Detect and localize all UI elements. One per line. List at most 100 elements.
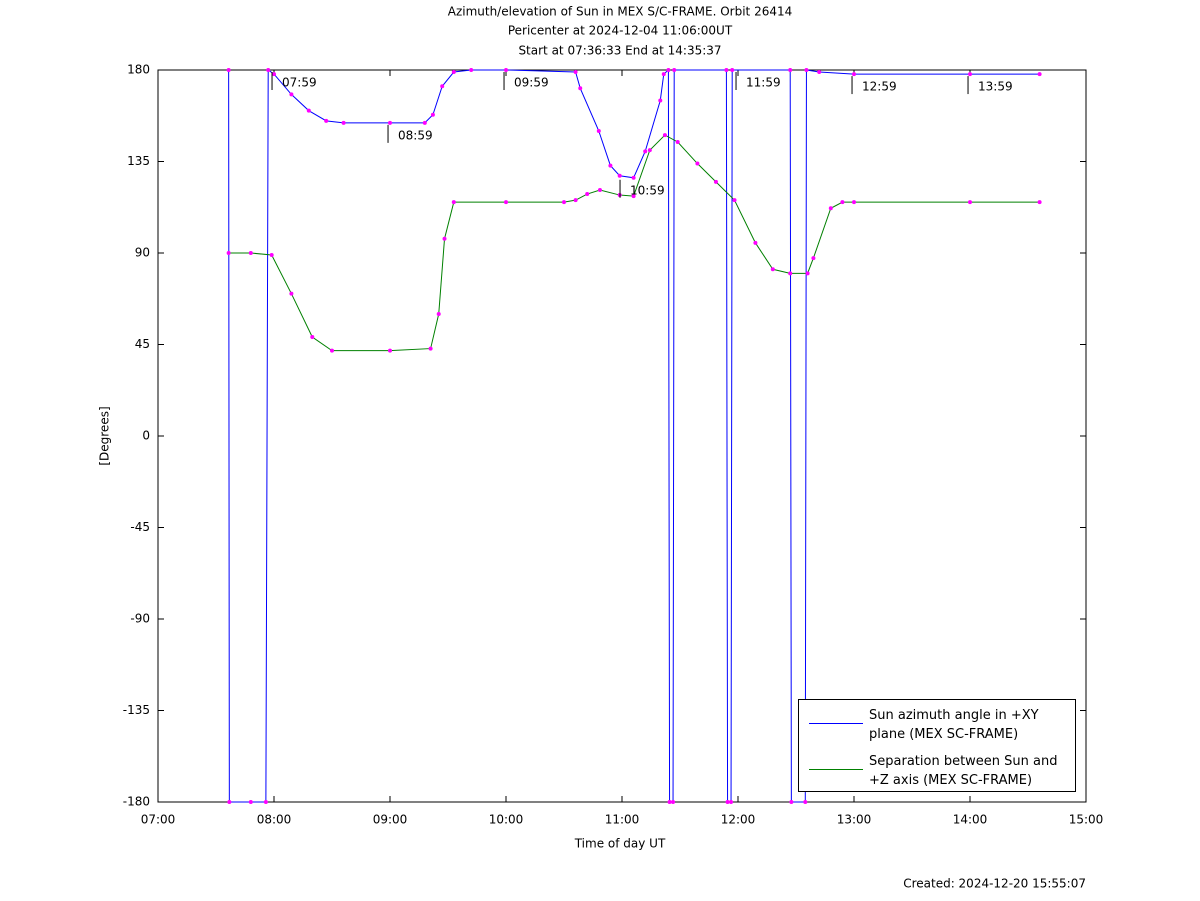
data-point (428, 346, 433, 351)
legend: Sun azimuth angle in +XY plane (MEX SC-F… (798, 699, 1076, 792)
x-tick-label: 13:00 (837, 813, 872, 827)
data-point (643, 149, 648, 154)
data-point (803, 800, 808, 804)
annotation-label: 07:59 (282, 76, 317, 90)
data-point (330, 348, 334, 353)
data-point (388, 348, 392, 353)
data-point (272, 72, 276, 77)
data-point (788, 68, 793, 72)
data-point (968, 200, 972, 205)
annotation-label: 09:59 (514, 76, 549, 90)
y-tick-label: 135 (127, 154, 150, 168)
y-tick-label: 0 (142, 429, 150, 443)
plot-frame (157, 69, 1087, 803)
series-line (228, 68, 1040, 803)
y-tick-label: 45 (135, 337, 150, 351)
y-tick-label: -90 (130, 612, 150, 626)
data-point (852, 200, 856, 205)
chart-subtitle: Pericenter at 2024-12-04 11:06:00UT (508, 24, 733, 38)
data-point (597, 187, 602, 192)
data-point (451, 200, 456, 205)
x-tick-label: 15:00 (1069, 813, 1104, 827)
data-point (789, 800, 794, 804)
annotation-label: 10:59 (630, 183, 665, 197)
data-point (442, 236, 447, 241)
data-point (422, 120, 427, 125)
data-point (968, 72, 972, 77)
data-point (1037, 72, 1042, 77)
data-point (266, 68, 271, 72)
annotation-label: 08:59 (398, 128, 433, 142)
footnote: Created: 2024-12-20 15:55:07 (903, 877, 1086, 891)
data-point (578, 86, 583, 91)
x-tick-label: 08:00 (257, 813, 292, 827)
data-point (504, 68, 508, 72)
data-point (248, 251, 253, 255)
data-point (840, 200, 845, 205)
data-point (617, 173, 622, 178)
legend-swatch (809, 769, 863, 770)
x-tick-label: 12:00 (721, 813, 756, 827)
data-point (730, 68, 735, 72)
data-point (666, 68, 671, 72)
data-point (269, 253, 274, 258)
y-tick-label: 180 (127, 63, 150, 77)
data-point (436, 312, 441, 316)
y-tick-label: 90 (135, 246, 150, 260)
data-point (227, 800, 232, 804)
x-axis-label: Time of day UT (574, 837, 666, 851)
data-point (805, 271, 810, 276)
data-point (596, 129, 601, 133)
data-point (631, 175, 636, 180)
data-point (263, 800, 268, 804)
data-point (658, 98, 663, 103)
chart-subtitle: Start at 07:36:33 End at 14:35:37 (518, 44, 721, 58)
data-point (811, 256, 816, 261)
annotation-label: 11:59 (746, 76, 781, 90)
x-tick-label: 10:00 (489, 813, 524, 827)
data-point (310, 334, 315, 339)
data-point (647, 148, 652, 153)
data-point (388, 120, 392, 125)
data-point (732, 198, 737, 203)
y-axis-label: [Degrees] (98, 406, 112, 465)
data-point (671, 800, 676, 804)
data-point (608, 163, 613, 168)
data-point (662, 133, 667, 138)
data-point (729, 800, 734, 804)
x-tick-label: 14:00 (953, 813, 988, 827)
data-point (852, 72, 856, 77)
y-tick-label: -45 (130, 520, 150, 534)
data-point (324, 118, 329, 123)
data-point (672, 68, 677, 72)
x-tick-label: 09:00 (373, 813, 408, 827)
data-point (469, 68, 474, 72)
legend-swatch (809, 723, 863, 724)
data-point (725, 800, 730, 804)
y-tick-label: -135 (123, 703, 150, 717)
data-point (713, 179, 718, 184)
data-point (289, 92, 294, 97)
data-point (451, 70, 456, 75)
legend-label: Separation between Sun and +Z axis (MEX … (869, 754, 1058, 788)
data-point (695, 161, 700, 166)
data-point (440, 84, 445, 89)
legend-label: Sun azimuth angle in +XY plane (MEX SC-F… (869, 708, 1039, 742)
data-point (289, 291, 294, 296)
series-line (228, 134, 1040, 352)
data-point (788, 271, 793, 276)
data-point (573, 70, 578, 75)
data-point (573, 198, 578, 203)
data-point (430, 112, 435, 117)
y-tick-label: -180 (123, 795, 150, 809)
x-tick-label: 07:00 (141, 813, 176, 827)
data-point (248, 800, 253, 804)
data-point (661, 72, 666, 77)
data-point (631, 194, 636, 199)
data-point (1037, 200, 1042, 205)
data-point (804, 68, 809, 72)
annotation-label: 12:59 (862, 80, 897, 94)
data-point (828, 206, 833, 211)
data-point (675, 139, 680, 144)
data-point (770, 267, 775, 272)
